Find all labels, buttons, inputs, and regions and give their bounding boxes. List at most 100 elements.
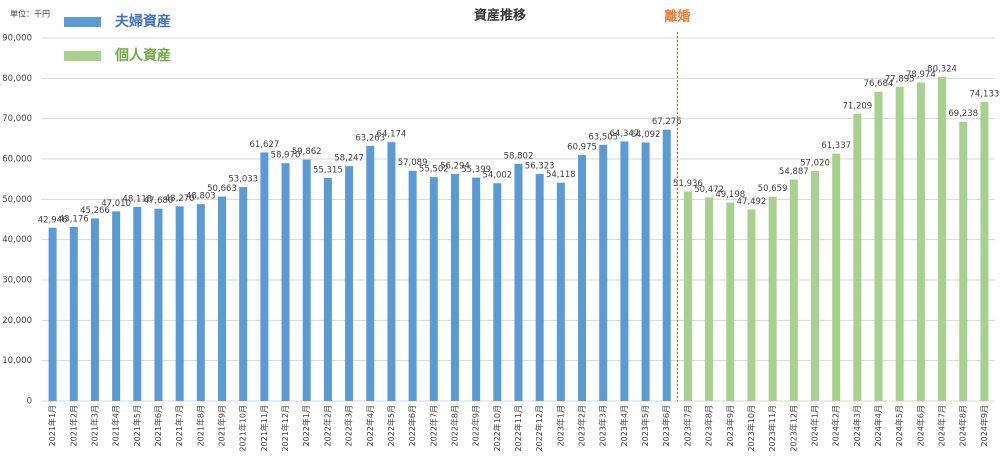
x-tick-label: 2022年5月 bbox=[386, 405, 396, 446]
y-tick-label: 90,000 bbox=[2, 34, 32, 44]
bar bbox=[302, 159, 311, 401]
x-tick-label: 2021年8月 bbox=[195, 405, 205, 446]
x-tick-label: 2021年1月 bbox=[47, 405, 57, 446]
bar bbox=[641, 142, 650, 401]
value-label: 63,505 bbox=[588, 132, 618, 142]
bar bbox=[916, 82, 925, 402]
value-label: 55,315 bbox=[313, 165, 343, 175]
bar bbox=[429, 177, 438, 401]
value-label: 47,010 bbox=[101, 199, 131, 209]
value-label: 48,270 bbox=[165, 194, 195, 204]
bar bbox=[345, 166, 354, 401]
value-label: 78,974 bbox=[906, 70, 936, 80]
x-tick-label: 2021年7月 bbox=[174, 405, 184, 446]
x-tick-label: 2022年2月 bbox=[322, 405, 332, 446]
value-label: 43,176 bbox=[59, 214, 89, 224]
bar bbox=[218, 196, 227, 401]
x-tick-label: 2022年11月 bbox=[513, 405, 523, 452]
bar bbox=[938, 77, 947, 401]
bar bbox=[48, 227, 57, 401]
x-tick-label: 2021年10月 bbox=[238, 405, 248, 452]
x-tick-label: 2023年2月 bbox=[577, 405, 587, 446]
value-label: 49,198 bbox=[715, 190, 745, 200]
bar bbox=[768, 196, 777, 401]
bar bbox=[69, 226, 78, 401]
x-tick-label: 2023年3月 bbox=[598, 405, 608, 446]
bar bbox=[133, 206, 142, 401]
bar bbox=[853, 113, 862, 401]
value-label: 60,975 bbox=[567, 143, 597, 153]
value-label: 54,002 bbox=[482, 171, 512, 181]
bar bbox=[662, 129, 671, 401]
x-tick-label: 2021年4月 bbox=[111, 405, 121, 446]
value-label: 56,323 bbox=[525, 161, 555, 171]
bar bbox=[683, 191, 692, 401]
x-tick-label: 2024年3月 bbox=[852, 405, 862, 446]
value-label: 61,337 bbox=[821, 141, 851, 151]
x-tick-label: 2023年1月 bbox=[555, 405, 565, 446]
bar bbox=[599, 144, 608, 401]
value-label: 64,174 bbox=[377, 130, 407, 140]
legend-label: 個人資産 bbox=[114, 47, 171, 64]
legend-label: 夫婦資産 bbox=[115, 13, 171, 30]
value-label: 58,247 bbox=[334, 154, 364, 164]
bar bbox=[112, 211, 121, 401]
value-label: 71,209 bbox=[842, 101, 872, 111]
x-tick-label: 2024年8月 bbox=[958, 405, 968, 446]
y-tick-label: 40,000 bbox=[2, 235, 32, 245]
value-label: 45,266 bbox=[80, 206, 110, 216]
bar bbox=[366, 145, 375, 401]
value-label: 48,118 bbox=[122, 194, 152, 204]
x-tick-label: 2023年12月 bbox=[788, 405, 798, 452]
x-tick-label: 2021年6月 bbox=[153, 405, 163, 446]
value-label: 64,347 bbox=[610, 129, 640, 139]
value-label: 51,936 bbox=[673, 179, 703, 189]
value-label: 76,684 bbox=[864, 79, 894, 89]
value-label: 74,133 bbox=[970, 89, 1000, 99]
bar bbox=[874, 91, 883, 402]
bar bbox=[810, 171, 819, 401]
bar bbox=[387, 142, 396, 402]
x-tick-label: 2024年4月 bbox=[873, 405, 883, 446]
bar bbox=[472, 177, 481, 401]
value-label: 50,663 bbox=[207, 184, 237, 194]
x-tick-label: 2021年5月 bbox=[132, 405, 142, 446]
unit-label: 単位：千円 bbox=[10, 9, 50, 19]
value-label: 69,238 bbox=[948, 109, 978, 119]
value-label: 50,659 bbox=[758, 184, 788, 194]
bar bbox=[239, 187, 248, 401]
x-tick-label: 2023年8月 bbox=[704, 405, 714, 446]
x-tick-label: 2024年5月 bbox=[894, 405, 904, 446]
bar bbox=[959, 121, 968, 402]
x-tick-label: 2022年8月 bbox=[449, 405, 459, 446]
value-label: 55,502 bbox=[419, 165, 449, 175]
value-label: 54,118 bbox=[546, 170, 576, 180]
bar bbox=[980, 101, 989, 402]
bar bbox=[175, 206, 184, 401]
value-label: 54,887 bbox=[779, 167, 809, 177]
legend-swatch bbox=[64, 51, 101, 61]
x-tick-label: 2022年12月 bbox=[534, 405, 544, 452]
bar bbox=[789, 179, 798, 401]
x-tick-label: 2021年3月 bbox=[89, 405, 99, 446]
bar bbox=[578, 155, 587, 401]
x-tick-label: 2022年6月 bbox=[407, 405, 417, 446]
value-label: 64,092 bbox=[631, 130, 661, 140]
bar bbox=[832, 153, 841, 401]
value-label: 80,324 bbox=[927, 65, 957, 75]
bar bbox=[747, 209, 756, 401]
x-tick-label: 2022年10月 bbox=[492, 405, 502, 452]
x-tick-label: 2021年11月 bbox=[259, 405, 269, 452]
x-tick-label: 2021年2月 bbox=[68, 405, 78, 446]
bar bbox=[556, 182, 565, 401]
bar bbox=[260, 152, 269, 401]
bar bbox=[196, 204, 205, 401]
x-tick-label: 2021年12月 bbox=[280, 405, 290, 452]
bar bbox=[705, 197, 714, 401]
y-tick-label: 70,000 bbox=[2, 114, 32, 124]
x-tick-label: 2023年6月 bbox=[661, 405, 671, 446]
bar bbox=[408, 170, 417, 401]
legend-swatch bbox=[64, 17, 101, 27]
value-label: 57,089 bbox=[398, 158, 428, 168]
